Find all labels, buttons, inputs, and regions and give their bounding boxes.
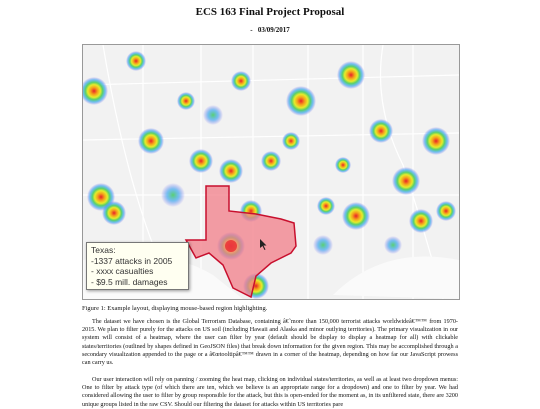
caption: Figure 1: Example layout, displaying mou… <box>82 305 268 312</box>
tooltip-line: - $9.5 mill. damages <box>91 276 168 287</box>
figure-map: Texas: -1337 attacks in 2005 - xxxx casu… <box>82 44 460 300</box>
paragraph: Our user interaction will rely on pannin… <box>82 376 458 408</box>
date: - 03/09/2017 <box>250 26 290 34</box>
tooltip: Texas: -1337 attacks in 2005 - xxxx casu… <box>86 242 189 290</box>
texas-hotspot <box>225 240 237 252</box>
tooltip-line: Texas: <box>91 245 116 255</box>
heat-blobs-faint <box>161 105 402 255</box>
cursor <box>260 239 267 250</box>
paragraph: The dataset we have chosen is the Global… <box>82 318 458 367</box>
tooltip-line: -1337 attacks in 2005 <box>91 255 173 266</box>
tooltip-line: - xxxx casualties <box>91 266 154 276</box>
title: ECS 163 Final Project Proposal <box>195 6 345 18</box>
texas-highlight[interactable] <box>184 185 297 299</box>
